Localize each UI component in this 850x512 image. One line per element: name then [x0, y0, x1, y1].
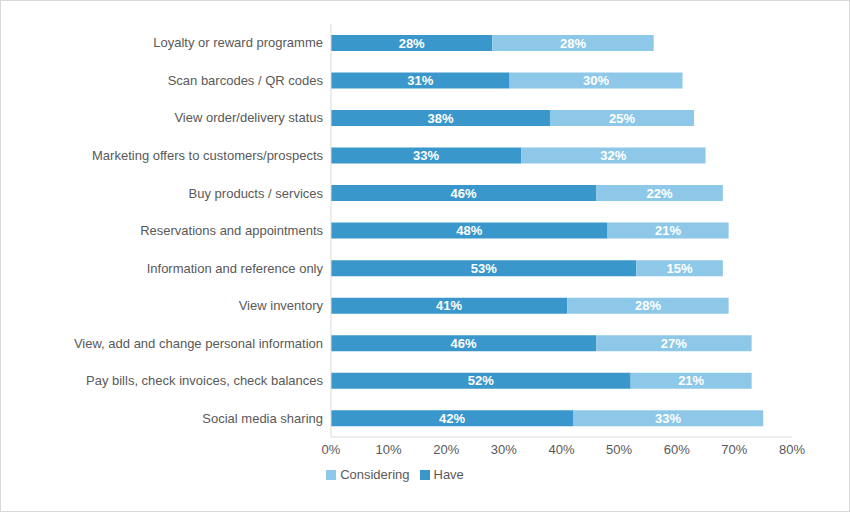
- svg-text:52%: 52%: [468, 373, 494, 388]
- svg-text:33%: 33%: [655, 411, 681, 426]
- html-text:Considering: Considering: [340, 467, 410, 482]
- svg-text:60%: 60%: [664, 442, 690, 457]
- svg-text:Loyalty or reward programme: Loyalty or reward programme: [153, 35, 323, 50]
- svg-text:21%: 21%: [655, 223, 681, 238]
- svg-text:27%: 27%: [661, 336, 687, 351]
- svg-text:View order/delivery status: View order/delivery status: [174, 110, 323, 125]
- svg-text:25%: 25%: [609, 111, 635, 126]
- svg-text:28%: 28%: [399, 36, 425, 51]
- svg-text:50%: 50%: [606, 442, 632, 457]
- svg-text:42%: 42%: [439, 411, 465, 426]
- svg-text:28%: 28%: [560, 36, 586, 51]
- svg-text:40%: 40%: [548, 442, 574, 457]
- svg-text:10%: 10%: [376, 442, 402, 457]
- svg-text:53%: 53%: [471, 261, 497, 276]
- svg-text:32%: 32%: [600, 148, 626, 163]
- svg-text:31%: 31%: [407, 73, 433, 88]
- svg-text:Reservations and appointments: Reservations and appointments: [140, 223, 323, 238]
- svg-text:View, add and change personal: View, add and change personal informatio…: [74, 336, 323, 351]
- svg-text:20%: 20%: [433, 442, 459, 457]
- svg-text:33%: 33%: [413, 148, 439, 163]
- svg-text:80%: 80%: [779, 442, 805, 457]
- svg-text:Marketing offers to customers/: Marketing offers to customers/prospects: [92, 148, 323, 163]
- svg-text:38%: 38%: [427, 111, 453, 126]
- svg-text:Scan barcodes / QR codes: Scan barcodes / QR codes: [168, 73, 324, 88]
- svg-text:46%: 46%: [451, 186, 477, 201]
- svg-text:28%: 28%: [635, 298, 661, 313]
- svg-text:15%: 15%: [667, 261, 693, 276]
- svg-text:Pay bills, check invoices, che: Pay bills, check invoices, check balance…: [86, 373, 324, 388]
- svg-text:30%: 30%: [583, 73, 609, 88]
- svg-text:Social media sharing: Social media sharing: [202, 411, 323, 426]
- svg-text:Information and reference only: Information and reference only: [147, 261, 324, 276]
- html-text:Have: Have: [433, 467, 464, 482]
- svg-text:22%: 22%: [646, 186, 672, 201]
- svg-text:View inventory: View inventory: [239, 298, 324, 313]
- svg-text:70%: 70%: [721, 442, 747, 457]
- svg-text:Buy products / services: Buy products / services: [189, 186, 324, 201]
- svg-text:48%: 48%: [456, 223, 482, 238]
- svg-text:41%: 41%: [436, 298, 462, 313]
- svg-text:0%: 0%: [322, 442, 341, 457]
- svg-text:30%: 30%: [491, 442, 517, 457]
- svg-text:46%: 46%: [451, 336, 477, 351]
- svg-text:21%: 21%: [678, 373, 704, 388]
